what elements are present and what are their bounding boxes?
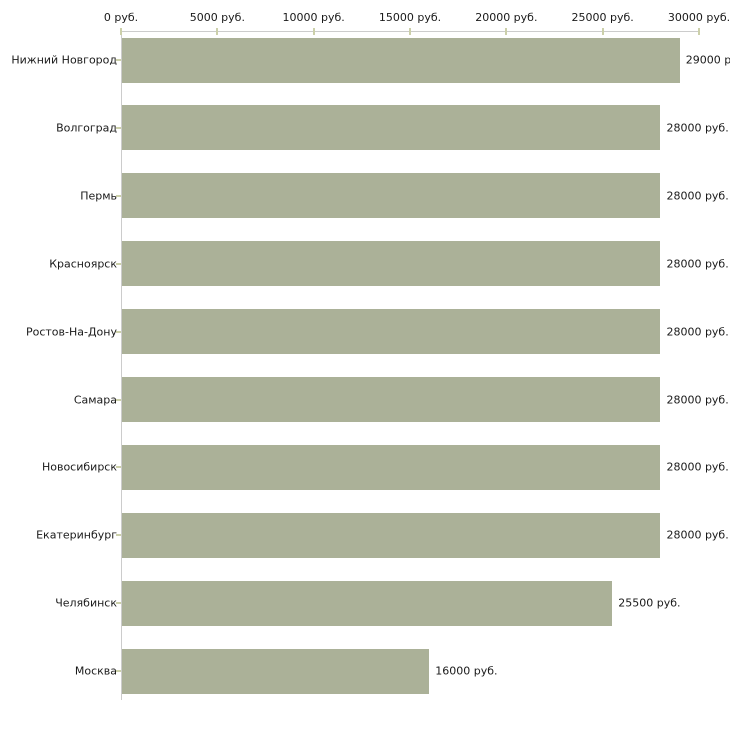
category-tick-mark — [116, 602, 121, 605]
category-tick-mark — [116, 330, 121, 333]
bar — [122, 105, 661, 151]
x-axis-tick-mark — [601, 28, 604, 35]
bar — [122, 512, 661, 558]
category-tick-mark — [116, 126, 121, 129]
x-axis-tick-label: 5000 руб. — [189, 11, 245, 24]
category-label: Пермь — [80, 189, 117, 203]
bar-value-label: 25500 руб. — [618, 596, 681, 610]
category-tick-mark — [116, 534, 121, 537]
x-axis-tick-mark — [120, 28, 122, 35]
bar — [122, 580, 613, 626]
category-tick-mark — [116, 670, 121, 673]
bar — [122, 37, 680, 83]
category-tick-mark — [116, 466, 121, 469]
x-axis-tick-label: 0 руб. — [103, 11, 139, 24]
category-label: Нижний Новгород — [11, 53, 117, 67]
category-label: Самара — [73, 393, 117, 406]
bar-value-label: 16000 руб. — [435, 664, 498, 678]
x-axis-tick-label: 25000 руб. — [571, 11, 634, 24]
category-label: Красноярск — [49, 257, 117, 271]
category-label: Екатеринбург — [36, 528, 117, 542]
bar-value-label: 28000 руб. — [666, 460, 729, 474]
bar — [122, 241, 661, 287]
category-label: Ростов-На-Дону — [25, 325, 117, 339]
category-label: Волгоград — [56, 121, 117, 135]
y-axis-line — [121, 31, 122, 700]
bar-value-label: 28000 руб. — [666, 189, 729, 203]
category-label: Москва — [74, 664, 117, 678]
bar — [122, 309, 661, 355]
x-axis-tick-mark — [505, 28, 508, 35]
x-axis-tick-label: 30000 руб. — [667, 11, 730, 24]
bar — [122, 377, 661, 422]
bar — [122, 444, 661, 490]
category-label: Новосибирск — [41, 460, 117, 474]
x-axis-tick-mark — [312, 28, 315, 35]
category-tick-mark — [116, 398, 121, 401]
x-axis-tick-mark — [698, 28, 700, 35]
x-axis-tick-label: 10000 руб. — [282, 11, 345, 24]
category-label: Челябинск — [55, 596, 117, 610]
x-axis-tick-mark — [409, 28, 411, 35]
bar-value-label: 28000 руб. — [666, 393, 729, 406]
bar-value-label: 29000 руб. — [685, 53, 730, 67]
x-axis-tick-label: 20000 руб. — [475, 11, 538, 24]
x-axis-tick-label: 15000 руб. — [378, 11, 442, 24]
category-tick-mark — [116, 262, 121, 265]
category-tick-mark — [116, 194, 121, 197]
bar — [122, 648, 430, 694]
bar-value-label: 28000 руб. — [666, 528, 729, 542]
bar-value-label: 28000 руб. — [666, 121, 729, 135]
category-tick-mark — [116, 59, 121, 61]
bar-value-label: 28000 руб. — [666, 325, 729, 339]
x-axis-tick-mark — [216, 28, 219, 35]
bar — [122, 173, 661, 219]
bar-value-label: 28000 руб. — [666, 257, 729, 271]
